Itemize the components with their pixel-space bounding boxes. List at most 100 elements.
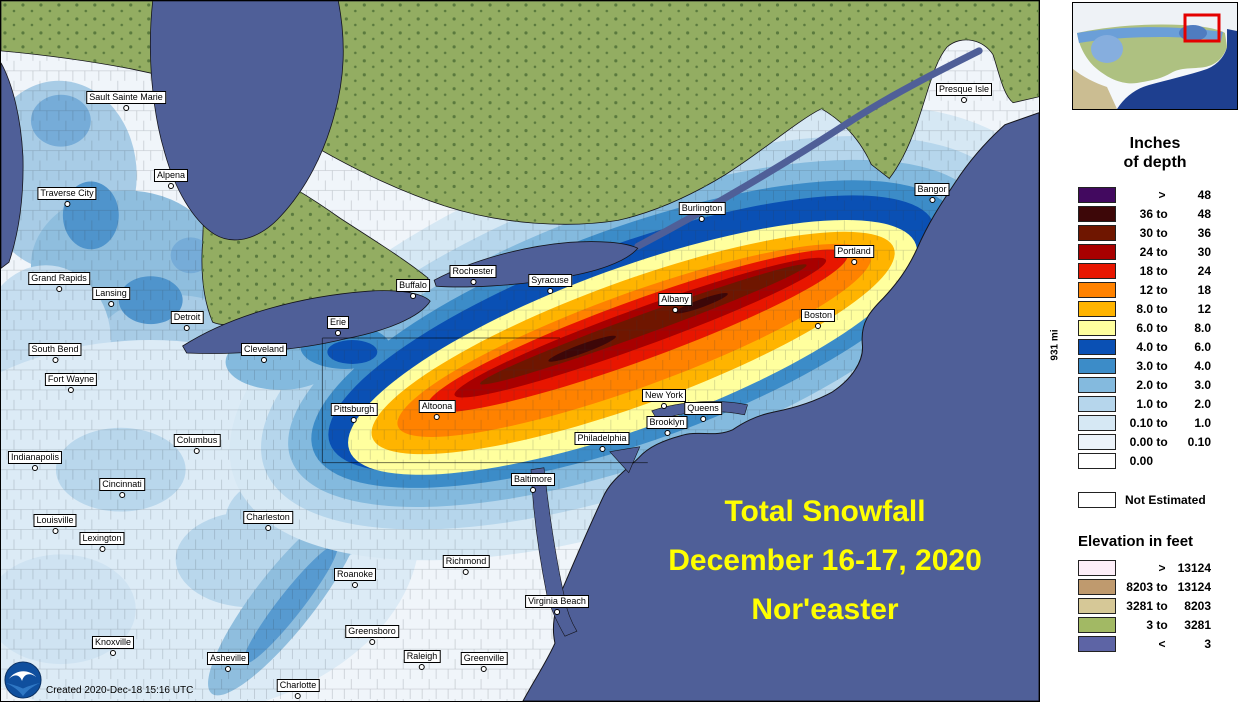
legend-swatch — [1078, 452, 1116, 469]
legend-text: 30 — [1197, 244, 1211, 259]
legend-text: to — [1156, 339, 1168, 354]
not-estimated-label: Not Estimated — [1125, 492, 1206, 507]
legend-swatch — [1078, 635, 1116, 652]
legend-text: 6.0 — [1136, 320, 1153, 335]
title-line-2: December 16-17, 2020 — [668, 544, 982, 577]
legend-swatch — [1078, 319, 1116, 336]
map-area: Sault Sainte Marie Alpena Traverse City Gra… — [0, 0, 1040, 702]
legend-text: to — [1156, 598, 1168, 613]
state-borders — [321, 337, 648, 464]
legend-text: 0.00 — [1129, 453, 1153, 468]
legend-text: 8203 — [1126, 579, 1153, 594]
snow-legend-heading: Inches of depth — [1070, 134, 1240, 172]
legend-text: 6.0 — [1194, 339, 1211, 354]
snow-legend-heading-line1: Inches — [1129, 135, 1181, 152]
legend-row: 24 to 30 — [1078, 242, 1240, 261]
legend-row: >13124 — [1078, 558, 1240, 577]
legend-row: >48 — [1078, 185, 1240, 204]
legend-text: 1.0 — [1136, 396, 1153, 411]
legend-text: 36 — [1197, 225, 1211, 240]
chesapeake-bay — [530, 467, 578, 637]
legend-swatch — [1078, 395, 1116, 412]
legend-text: < — [1158, 636, 1166, 651]
legend-text: 2.0 — [1136, 377, 1153, 392]
legend-text: to — [1156, 263, 1168, 278]
legend-text: 13124 — [1177, 560, 1211, 575]
legend-text: to — [1156, 415, 1168, 430]
legend-text: to — [1156, 301, 1168, 316]
legend-row: 3281 to 8203 — [1078, 596, 1240, 615]
legend-swatch — [1078, 376, 1116, 393]
legend-text: 4.0 — [1136, 339, 1153, 354]
legend-text: 18 — [1139, 263, 1153, 278]
legend-row: 12 to 18 — [1078, 280, 1240, 299]
atlantic-ocean — [522, 112, 1039, 701]
legend-text: 24 — [1139, 244, 1153, 259]
legend-swatch — [1078, 597, 1116, 614]
scale-gutter: 931 mi — [1040, 0, 1070, 702]
legend-row: 18 to 24 — [1078, 261, 1240, 280]
legend-panel: Inches of depth >48 36 to 48 30 to 36 24 to 30 18 t… — [1070, 0, 1240, 702]
legend-swatch — [1078, 224, 1116, 241]
elevation-legend: >13124 8203 to 13124 3281 to 8203 3 to 3281 <3 — [1078, 558, 1240, 653]
legend-swatch — [1078, 433, 1116, 450]
legend-row: 0.10 to 1.0 — [1078, 413, 1240, 432]
legend-swatch — [1078, 578, 1116, 595]
legend-swatch — [1078, 300, 1116, 317]
legend-text: 30 — [1139, 225, 1153, 240]
legend-row: 0.00 to 0.10 — [1078, 432, 1240, 451]
creation-timestamp: Created 2020-Dec-18 15:16 UTC — [46, 685, 194, 696]
legend-text: 8.0 — [1194, 320, 1211, 335]
legend-row: 36 to 48 — [1078, 204, 1240, 223]
legend-row: <3 — [1078, 634, 1240, 653]
legend-text: 12 — [1139, 282, 1153, 297]
legend-text: to — [1156, 434, 1168, 449]
snowfall-map — [1, 1, 1039, 701]
legend-swatch — [1078, 205, 1116, 222]
not-estimated-row: Not Estimated — [1078, 490, 1240, 509]
title-line-1: Total Snowfall — [724, 495, 926, 528]
legend-swatch — [1078, 616, 1116, 633]
legend-text: 1.0 — [1194, 415, 1211, 430]
snow-legend-heading-line2: of depth — [1123, 154, 1187, 171]
noaa-logo — [4, 661, 42, 699]
legend-row: 3 to 3281 — [1078, 615, 1240, 634]
legend-text: to — [1156, 377, 1168, 392]
legend-text: 3.0 — [1194, 377, 1211, 392]
legend-text: 0.00 — [1129, 434, 1153, 449]
legend-row: 4.0 to 6.0 — [1078, 337, 1240, 356]
elevation-legend-heading: Elevation in feet — [1078, 533, 1194, 550]
legend-text: to — [1156, 244, 1168, 259]
legend-swatch — [1078, 186, 1116, 203]
legend-row: 8.0 to 12 — [1078, 299, 1240, 318]
legend-row: 1.0 to 2.0 — [1078, 394, 1240, 413]
legend-text: > — [1158, 560, 1166, 575]
legend-text: to — [1156, 225, 1168, 240]
legend-text: to — [1156, 358, 1168, 373]
legend-swatch — [1078, 262, 1116, 279]
coverage-highlight-box — [1183, 13, 1221, 43]
legend-swatch — [1078, 243, 1116, 260]
legend-row: 6.0 to 8.0 — [1078, 318, 1240, 337]
legend-text: 2.0 — [1194, 396, 1211, 411]
legend-swatch — [1078, 338, 1116, 355]
not-estimated-swatch — [1078, 491, 1116, 508]
legend-text: to — [1156, 206, 1168, 221]
legend-text: 3 — [1146, 617, 1153, 632]
legend-swatch — [1078, 559, 1116, 576]
title-line-3: Nor'easter — [751, 593, 899, 626]
legend-row: 2.0 to 3.0 — [1078, 375, 1240, 394]
legend-text: 3281 — [1126, 598, 1153, 613]
legend-text: 0.10 — [1187, 434, 1211, 449]
legend-text: 3.0 — [1136, 358, 1153, 373]
legend-row: 8203 to 13124 — [1078, 577, 1240, 596]
legend-text: > — [1158, 187, 1166, 202]
legend-text: 13124 — [1177, 579, 1211, 594]
legend-row: 3.0 to 4.0 — [1078, 356, 1240, 375]
map-scale-label: 931 mi — [1049, 329, 1061, 361]
legend-text: to — [1156, 282, 1168, 297]
legend-text: to — [1156, 396, 1168, 411]
thumbnail-mexico — [1073, 69, 1117, 109]
snowfall-shading — [1, 1, 1039, 701]
